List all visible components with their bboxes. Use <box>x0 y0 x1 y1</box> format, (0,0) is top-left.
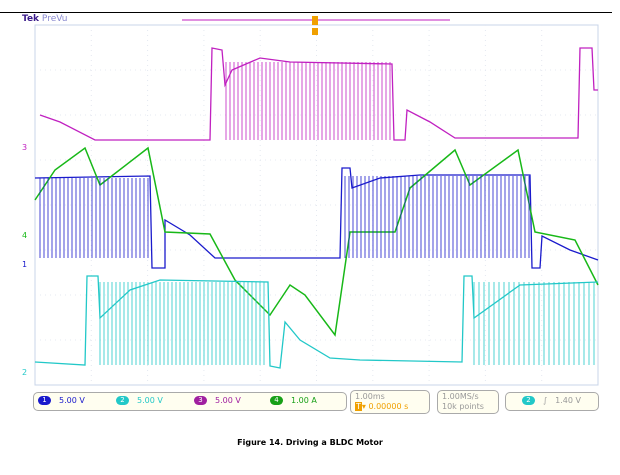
ch1-ground-marker: 1 <box>22 260 27 269</box>
page-rule <box>0 12 612 13</box>
ch2-waveform <box>34 275 599 369</box>
ch2-ground-marker: 2 <box>22 368 27 377</box>
trigger-marker-icon <box>312 28 318 35</box>
pwm-spikes <box>39 62 595 365</box>
ch1-scale: 1 5.00 V <box>38 396 85 405</box>
mode-label: PreVu <box>41 14 68 24</box>
figure-caption: Figure 14. Driving a BLDC Motor <box>237 438 383 447</box>
timebase-readout: 1.00ms T▾ 0.00000 s <box>350 390 430 414</box>
ch3-ground-marker: 3 <box>22 143 27 152</box>
ch4-scale: 4 1.00 A <box>270 396 317 405</box>
brand-logo: Tek <box>22 14 40 24</box>
graticule <box>34 24 599 386</box>
ch3-waveform <box>39 47 598 141</box>
trigger-position-marker <box>312 16 318 25</box>
scope-brand: Tek PreVu <box>22 14 67 24</box>
ch4-waveform <box>34 146 599 337</box>
trigger-readout: 2 ∫ 1.40 V <box>505 392 599 411</box>
channel-readout: 1 5.00 V 2 5.00 V 3 5.00 V 4 1.00 A <box>33 392 347 411</box>
ch1-waveform <box>34 167 599 269</box>
ch3-scale: 3 5.00 V <box>194 396 241 405</box>
ch4-ground-marker: 4 <box>22 231 27 240</box>
trigger-icon: T <box>355 402 362 411</box>
ch2-scale: 2 5.00 V <box>116 396 163 405</box>
rising-edge-icon: ∫ <box>543 396 548 405</box>
acquisition-readout: 1.00MS/s 10k points <box>437 390 499 414</box>
